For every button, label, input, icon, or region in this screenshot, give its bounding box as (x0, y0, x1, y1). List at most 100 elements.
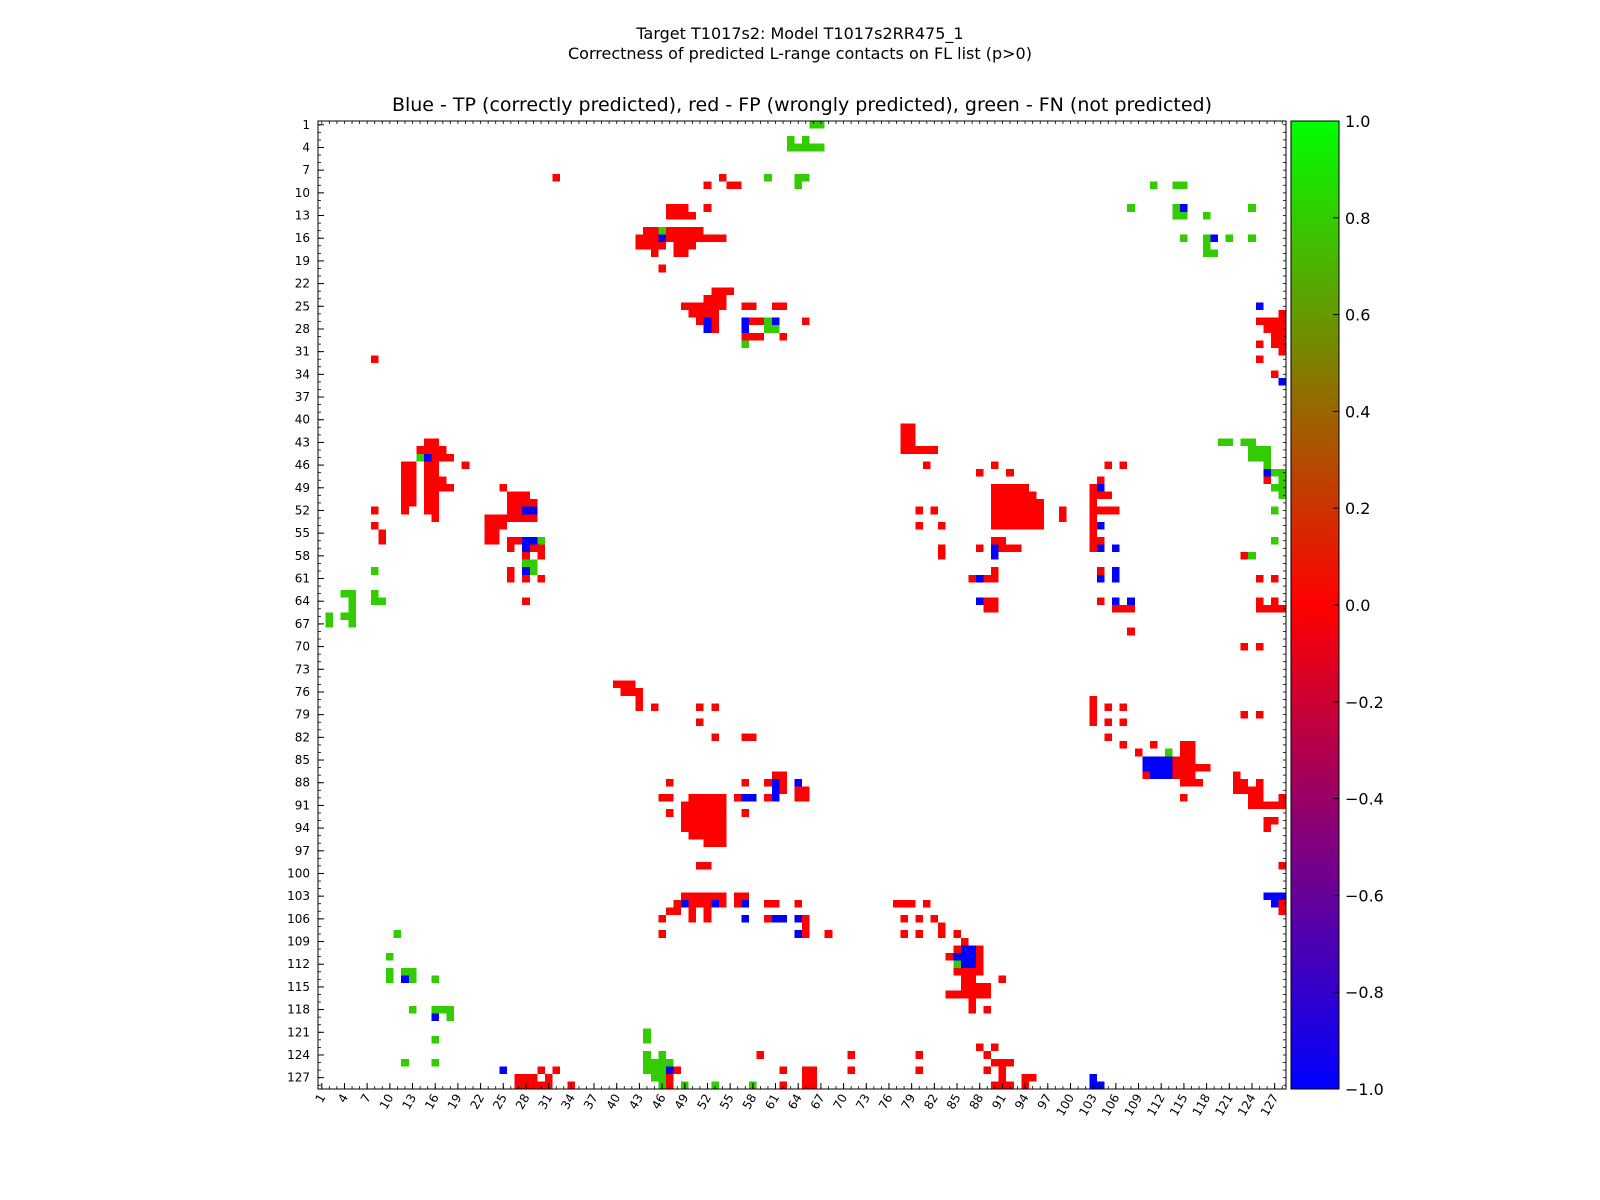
y-tick-label: 43 (295, 435, 310, 449)
x-tick-label: 85 (944, 1092, 964, 1112)
contact-cell-fn (1172, 181, 1188, 190)
contact-cell-fp (703, 181, 712, 190)
y-tick-label: 49 (295, 481, 310, 495)
y-tick-label: 103 (287, 889, 310, 903)
contact-cell-tp (794, 930, 802, 938)
contact-cell-tp (658, 234, 666, 242)
contact-cell-fp (681, 892, 727, 900)
x-tick-label: 82 (921, 1092, 941, 1112)
contact-cell-fp (703, 204, 712, 212)
contact-cell-fp (741, 733, 757, 742)
y-tick-label: 67 (295, 617, 310, 631)
contact-cell-fn (537, 536, 545, 545)
contact-cell-fn (643, 1028, 651, 1044)
colorbar-tick-label: 0.0 (1345, 596, 1370, 615)
contact-cell-fp (915, 1066, 923, 1074)
contact-cell-tp (975, 597, 984, 605)
y-tick-label: 70 (295, 640, 310, 654)
contact-cell-fp (658, 264, 666, 273)
contact-cell-fp (1104, 461, 1113, 469)
x-tick-label: 94 (1012, 1092, 1032, 1112)
contact-cell-fn (401, 1058, 409, 1067)
contact-cell-fp (696, 703, 704, 711)
contact-cell-fp (998, 544, 1022, 553)
contact-cell-fp (983, 1005, 992, 1014)
plot-frame (317, 120, 1287, 1090)
contact-cell-fp (1240, 552, 1249, 560)
contact-cell-fp (915, 446, 939, 454)
contact-cell-fp (1180, 741, 1196, 787)
contact-cell-fp (779, 332, 787, 341)
contact-cell-fp (673, 899, 727, 908)
contact-cell-fp (1119, 741, 1128, 749)
contact-cell-fn (1202, 234, 1211, 258)
contact-cell-fp (401, 506, 409, 515)
contact-cell-fp (1263, 325, 1286, 333)
contact-cell-fp (1263, 824, 1271, 832)
contact-cell-tp (711, 899, 719, 908)
x-tick-label: 31 (535, 1092, 555, 1112)
axes: 1 4 7 10 13 16 19 22 25 28 31 34 37 40 43 46 49 52 55 58 61 6… (287, 118, 1287, 1119)
contact-cell-fp (1263, 476, 1271, 484)
contact-cell-fp (779, 1081, 787, 1089)
y-tick-label: 91 (295, 798, 310, 812)
y-tick-label: 7 (302, 163, 310, 177)
y-tick-label: 61 (295, 572, 310, 586)
contact-cell-tp (741, 899, 750, 908)
contact-cell-fn (1248, 552, 1256, 560)
y-tick-label: 94 (295, 821, 310, 835)
contact-cell-fp (764, 778, 772, 787)
contact-cell-fn (802, 136, 810, 144)
x-tick-label: 28 (513, 1092, 533, 1112)
x-tick-label: 55 (717, 1092, 737, 1112)
contact-cell-fp (711, 733, 719, 742)
contact-cell-fp (915, 506, 923, 515)
contact-cell-fp (401, 461, 417, 507)
y-tick-label: 55 (295, 526, 310, 540)
contact-cell-fp (665, 809, 674, 817)
contact-cell-fp (892, 899, 916, 908)
contact-cell-fp (431, 476, 447, 492)
contact-cell-fp (983, 1051, 992, 1059)
y-tick-label: 118 (287, 1003, 310, 1017)
contact-cell-tp (1278, 378, 1286, 386)
contact-cell-fn (1270, 506, 1279, 515)
y-tick-label: 28 (295, 322, 310, 336)
contact-cell-fp (537, 1066, 545, 1074)
y-tick-label: 10 (295, 186, 310, 200)
contact-cell-fp (847, 1066, 855, 1074)
contact-cell-fn (370, 567, 379, 575)
contact-cell-fp (650, 703, 659, 711)
contact-cell-tp (741, 317, 750, 333)
x-tick-label: 10 (377, 1092, 397, 1112)
contact-cell-fp (741, 332, 765, 341)
y-tick-label: 121 (287, 1025, 310, 1039)
contact-cell-tp (522, 536, 538, 545)
colorbar-tick-label: 0.4 (1345, 402, 1370, 421)
contact-cell-fp (1195, 763, 1211, 772)
contact-cell-tp (1127, 597, 1135, 605)
contact-cell-fn (1248, 234, 1256, 242)
contact-cell-fp (1255, 597, 1264, 605)
contact-cell-fp (1278, 347, 1286, 356)
x-tick-label: 103 (1076, 1092, 1100, 1119)
contact-cell-fp (953, 930, 961, 938)
contact-cell-tp (771, 786, 780, 802)
contact-cell-fn (1217, 438, 1234, 447)
contact-cell-fp (824, 930, 833, 938)
contact-cell-fp (1248, 786, 1264, 810)
contact-cell-fp (416, 446, 447, 454)
contact-cell-fp (802, 317, 810, 326)
contact-cell-fp (938, 521, 946, 530)
x-tick-label: 16 (422, 1092, 442, 1112)
colorbar-tick-label: −0.4 (1345, 790, 1384, 809)
contact-cell-fp (960, 968, 976, 991)
contact-cell-fn (431, 1058, 439, 1067)
x-tick-label: 76 (876, 1092, 896, 1112)
contact-cell-tp (1142, 756, 1173, 772)
colorbar-tick-label: 1.0 (1345, 112, 1370, 131)
contact-cell-fp (1112, 605, 1135, 613)
contact-cell-tp (1263, 892, 1286, 900)
x-tick-label: 52 (694, 1092, 714, 1112)
